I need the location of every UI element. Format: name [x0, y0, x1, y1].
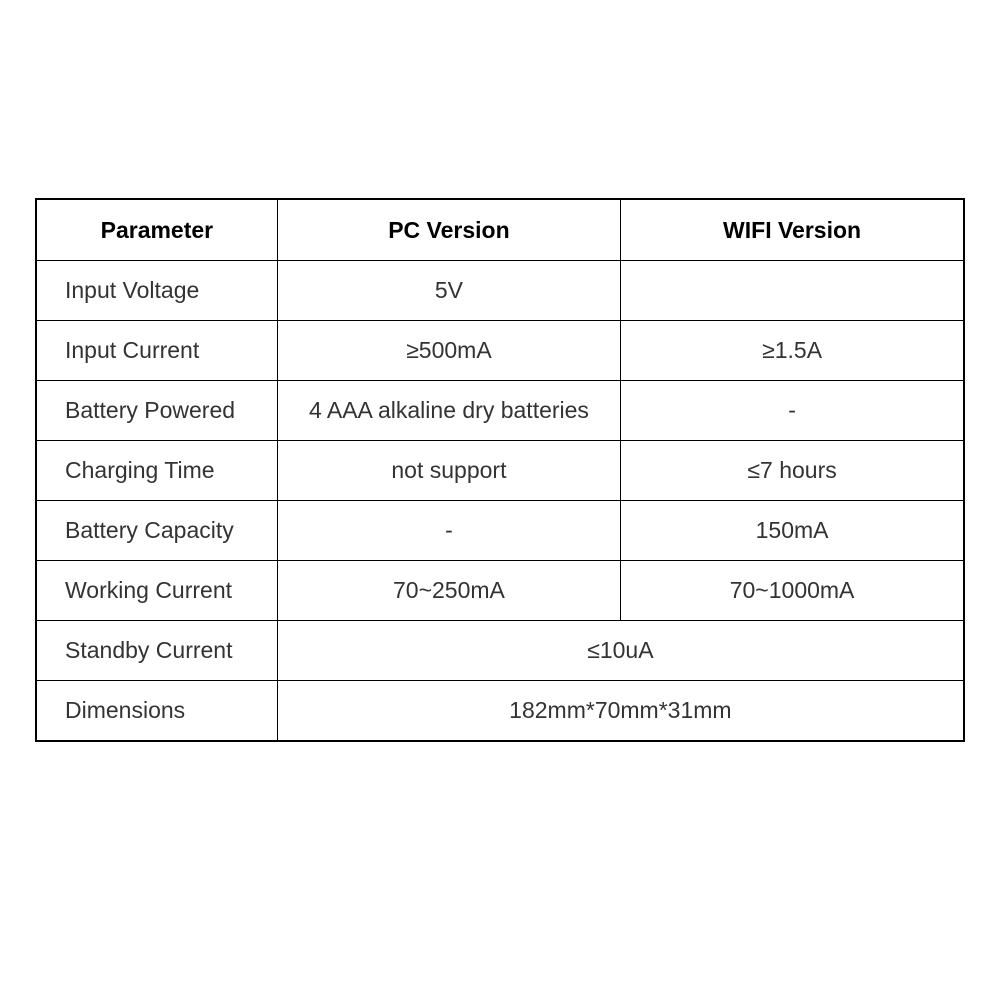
cell-wifi: ≤7 hours — [621, 441, 964, 501]
header-parameter: Parameter — [36, 199, 277, 261]
cell-pc: 4 AAA alkaline dry batteries — [277, 381, 620, 441]
cell-parameter: Battery Capacity — [36, 501, 277, 561]
table-row: Battery Capacity - 150mA — [36, 501, 964, 561]
header-pc-version: PC Version — [277, 199, 620, 261]
table-row: Working Current 70~250mA 70~1000mA — [36, 561, 964, 621]
table-row: Charging Time not support ≤7 hours — [36, 441, 964, 501]
cell-merged: ≤10uA — [277, 621, 964, 681]
cell-parameter: Battery Powered — [36, 381, 277, 441]
cell-wifi — [621, 261, 964, 321]
cell-wifi: 70~1000mA — [621, 561, 964, 621]
table-row: Input Current ≥500mA ≥1.5A — [36, 321, 964, 381]
table-row: Battery Powered 4 AAA alkaline dry batte… — [36, 381, 964, 441]
cell-parameter: Working Current — [36, 561, 277, 621]
cell-parameter: Dimensions — [36, 681, 277, 742]
cell-pc: 70~250mA — [277, 561, 620, 621]
table-row: Dimensions 182mm*70mm*31mm — [36, 681, 964, 742]
cell-pc: ≥500mA — [277, 321, 620, 381]
cell-wifi: 150mA — [621, 501, 964, 561]
cell-wifi: ≥1.5A — [621, 321, 964, 381]
spec-table-container: Parameter PC Version WIFI Version Input … — [35, 198, 965, 743]
cell-pc: 5V — [277, 261, 620, 321]
cell-pc: not support — [277, 441, 620, 501]
cell-parameter: Standby Current — [36, 621, 277, 681]
table-row: Input Voltage 5V — [36, 261, 964, 321]
cell-pc: - — [277, 501, 620, 561]
table-header-row: Parameter PC Version WIFI Version — [36, 199, 964, 261]
spec-table: Parameter PC Version WIFI Version Input … — [35, 198, 965, 743]
cell-parameter: Input Voltage — [36, 261, 277, 321]
header-wifi-version: WIFI Version — [621, 199, 964, 261]
cell-wifi: - — [621, 381, 964, 441]
cell-parameter: Charging Time — [36, 441, 277, 501]
table-row: Standby Current ≤10uA — [36, 621, 964, 681]
cell-parameter: Input Current — [36, 321, 277, 381]
cell-merged: 182mm*70mm*31mm — [277, 681, 964, 742]
